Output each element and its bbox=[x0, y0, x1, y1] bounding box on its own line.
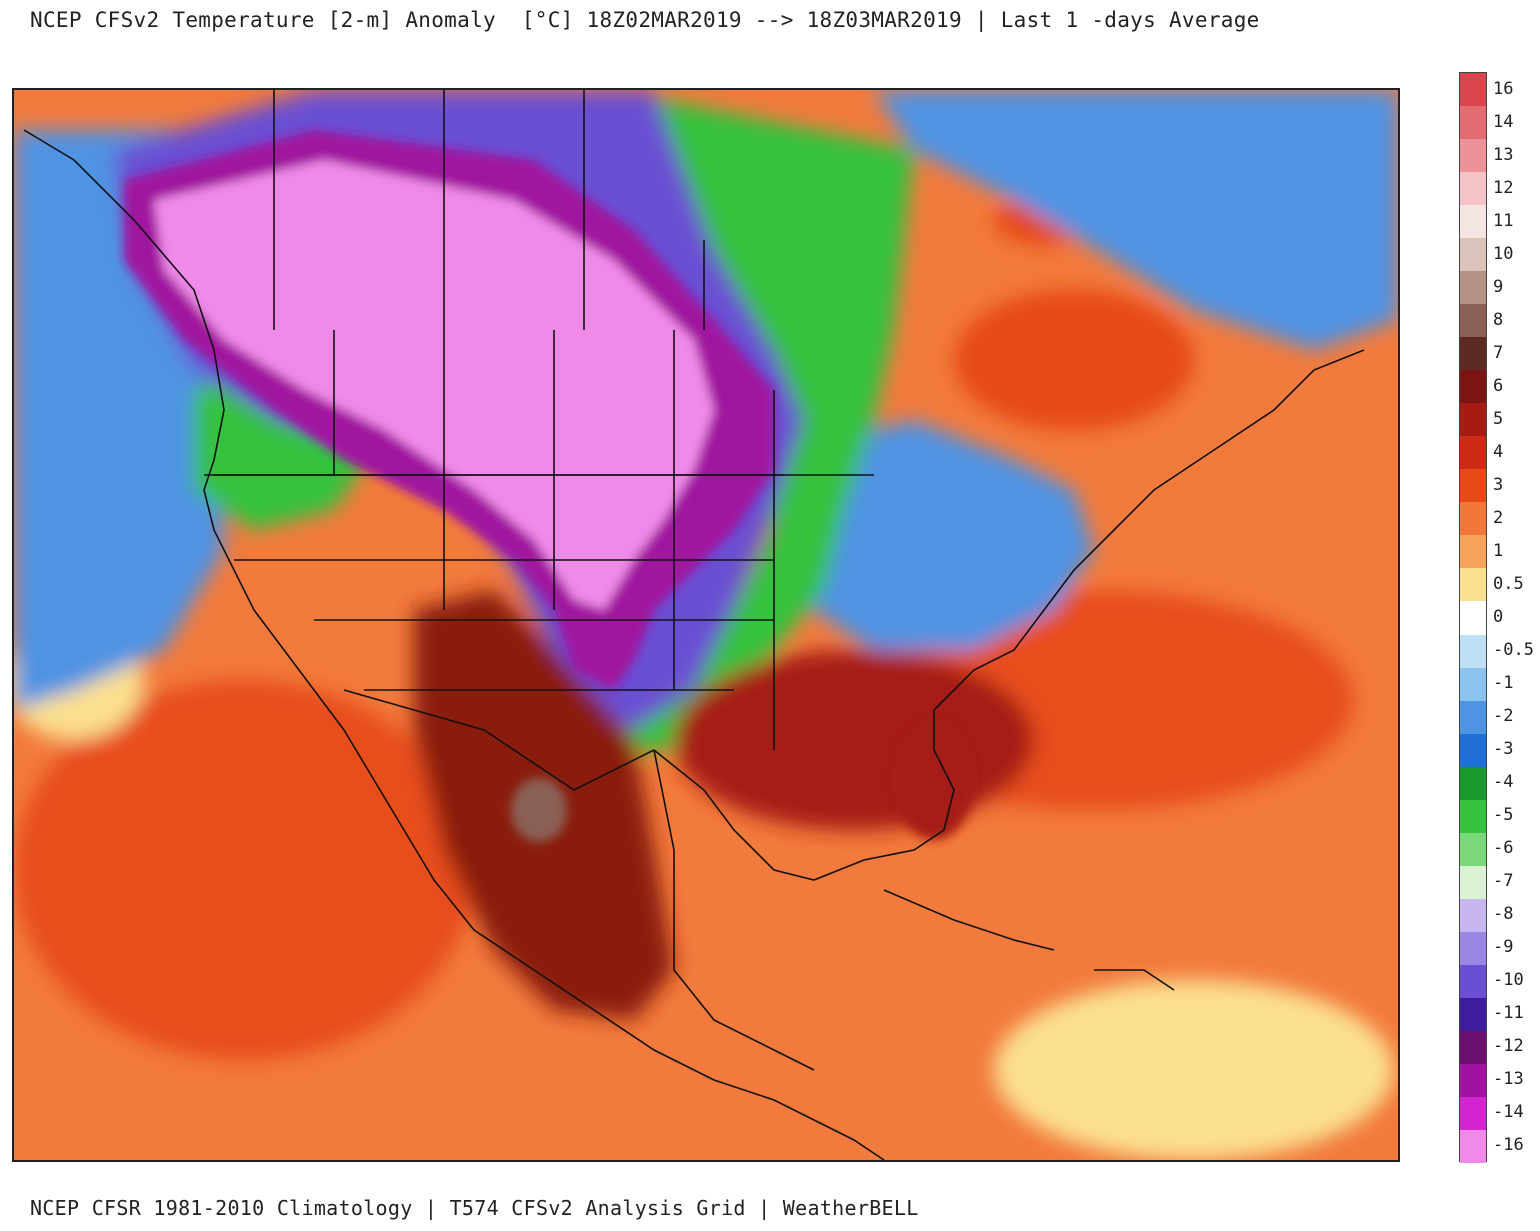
color-scale-swatch bbox=[1460, 337, 1486, 371]
color-scale-label: -5 bbox=[1493, 805, 1514, 826]
southeast-hot-anomaly bbox=[674, 650, 1034, 830]
mexico-gulf-coastline bbox=[653, 749, 815, 1071]
color-scale-label: -8 bbox=[1493, 904, 1514, 925]
color-scale-swatch bbox=[1460, 766, 1486, 801]
mexico-peak-anomaly bbox=[511, 778, 567, 842]
political-boundaries bbox=[23, 90, 1365, 1160]
color-scale-label: 3 bbox=[1493, 474, 1504, 495]
color-scale-swatch bbox=[1460, 172, 1486, 206]
color-scale-swatch bbox=[1460, 898, 1486, 933]
pink-cold-core bbox=[154, 160, 714, 610]
color-scale-label: 0 bbox=[1493, 607, 1504, 627]
color-scale-label: 13 bbox=[1493, 144, 1514, 165]
color-scale-label: -3 bbox=[1493, 739, 1514, 760]
color-scale-label: 1 bbox=[1493, 540, 1504, 561]
color-scale-swatch bbox=[1460, 1030, 1486, 1065]
color-scale-label: -7 bbox=[1493, 871, 1514, 892]
color-scale-label: 0.5 bbox=[1493, 573, 1524, 594]
color-scale-swatch bbox=[1460, 238, 1486, 272]
color-scale-swatch bbox=[1460, 106, 1486, 140]
color-scale-label: -12 bbox=[1493, 1036, 1524, 1057]
color-scale-label: 12 bbox=[1493, 177, 1514, 198]
color-scale-swatch bbox=[1460, 634, 1486, 669]
color-scale-swatch bbox=[1460, 700, 1486, 735]
color-scale-label: 4 bbox=[1493, 441, 1504, 462]
color-scale-swatch bbox=[1460, 865, 1486, 900]
map-footer: NCEP CFSR 1981-2010 Climatology | T574 C… bbox=[30, 1196, 919, 1220]
color-scale-label: 8 bbox=[1493, 309, 1504, 330]
color-scale-swatch bbox=[1460, 1129, 1486, 1164]
florida-hot-anomaly bbox=[894, 720, 974, 840]
color-scale-swatch bbox=[1460, 139, 1486, 173]
color-scale-swatch bbox=[1460, 535, 1486, 569]
color-scale-swatch bbox=[1460, 370, 1486, 404]
color-scale-label: 14 bbox=[1493, 111, 1514, 132]
color-scale-label: 16 bbox=[1493, 78, 1514, 99]
color-scale-swatch bbox=[1460, 271, 1486, 305]
color-scale-swatch bbox=[1460, 304, 1486, 338]
color-scale-bar bbox=[1459, 72, 1487, 1164]
color-scale-swatch bbox=[1460, 403, 1486, 437]
color-scale-swatch bbox=[1460, 502, 1486, 536]
color-scale-label: 7 bbox=[1493, 342, 1504, 363]
color-scale-label: 10 bbox=[1493, 243, 1514, 264]
color-scale-swatch bbox=[1460, 799, 1486, 834]
color-scale-swatch bbox=[1460, 964, 1486, 999]
hispaniola-outline bbox=[1094, 969, 1175, 991]
map-title: NCEP CFSv2 Temperature [2-m] Anomaly [°C… bbox=[30, 8, 1260, 32]
color-scale-swatch bbox=[1460, 436, 1486, 470]
caribbean-light-anomaly bbox=[994, 980, 1394, 1160]
color-scale-label: 5 bbox=[1493, 408, 1504, 429]
color-scale-label: -14 bbox=[1493, 1102, 1524, 1123]
quebec-warm-anomaly bbox=[954, 290, 1194, 430]
color-scale-label: -1 bbox=[1493, 673, 1514, 694]
color-scale-label: -2 bbox=[1493, 706, 1514, 727]
northeast-cool-anomaly bbox=[794, 420, 1094, 650]
color-scale-label: 9 bbox=[1493, 276, 1504, 297]
color-scale-swatch bbox=[1460, 832, 1486, 867]
color-scale-swatch bbox=[1460, 73, 1486, 107]
color-scale-label: -4 bbox=[1493, 772, 1514, 793]
color-scale-label: -9 bbox=[1493, 937, 1514, 958]
color-scale-swatch bbox=[1460, 1096, 1486, 1131]
us-state-lines bbox=[214, 330, 784, 750]
arctic-cool-anomaly bbox=[874, 90, 1398, 350]
anomaly-map bbox=[12, 88, 1400, 1162]
canadian-province-lines bbox=[273, 90, 705, 330]
color-scale-label: -10 bbox=[1493, 970, 1524, 991]
color-scale-swatch bbox=[1460, 1063, 1486, 1098]
color-scale-label: -0.5 bbox=[1493, 640, 1534, 661]
color-scale-swatch bbox=[1460, 667, 1486, 702]
color-scale-swatch bbox=[1460, 469, 1486, 503]
color-scale-label: -11 bbox=[1493, 1003, 1524, 1024]
pacific-warm-anomaly bbox=[14, 680, 474, 1060]
color-scale-label: -6 bbox=[1493, 838, 1514, 859]
color-scale-label: 6 bbox=[1493, 375, 1504, 396]
green-transition-band bbox=[194, 90, 914, 750]
color-scale-swatch bbox=[1460, 931, 1486, 966]
anomaly-map-canvas bbox=[14, 90, 1398, 1160]
pacific-coastline bbox=[23, 129, 885, 1160]
color-scale-swatch bbox=[1460, 601, 1486, 635]
color-scale-label: -13 bbox=[1493, 1069, 1524, 1090]
color-scale-swatch bbox=[1460, 733, 1486, 768]
color-scale-label: -16 bbox=[1493, 1135, 1524, 1156]
color-scale-swatch bbox=[1460, 205, 1486, 239]
cuba-outline bbox=[883, 889, 1055, 951]
atlantic-gulf-coastline bbox=[653, 349, 1365, 881]
color-scale-swatch bbox=[1460, 568, 1486, 602]
color-scale-swatch bbox=[1460, 997, 1486, 1032]
us-mexico-border bbox=[343, 689, 655, 791]
color-scale-label: 11 bbox=[1493, 210, 1514, 231]
color-scale-label: 2 bbox=[1493, 507, 1504, 528]
